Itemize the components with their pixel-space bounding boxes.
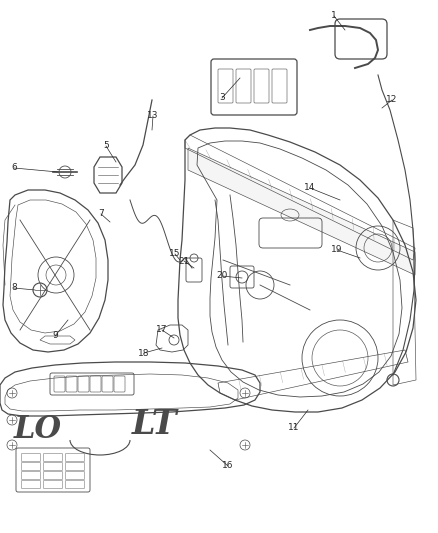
Text: 9: 9 — [52, 332, 58, 341]
Text: 21: 21 — [178, 256, 190, 265]
Polygon shape — [188, 148, 415, 275]
Text: 12: 12 — [386, 95, 398, 104]
Text: 11: 11 — [288, 424, 300, 432]
Text: 7: 7 — [98, 209, 104, 219]
Text: 1: 1 — [331, 12, 337, 20]
Text: 19: 19 — [331, 246, 343, 254]
Text: 16: 16 — [222, 462, 234, 471]
Text: 20: 20 — [216, 271, 228, 280]
Text: 5: 5 — [103, 141, 109, 150]
Text: LT: LT — [132, 408, 178, 441]
Text: 13: 13 — [147, 111, 159, 120]
Text: 15: 15 — [169, 249, 181, 259]
Text: 18: 18 — [138, 349, 150, 358]
Text: LO: LO — [14, 415, 62, 446]
Text: 14: 14 — [304, 183, 316, 192]
Text: 3: 3 — [219, 93, 225, 102]
Text: 17: 17 — [156, 326, 168, 335]
Text: 6: 6 — [11, 164, 17, 173]
Text: 8: 8 — [11, 284, 17, 293]
